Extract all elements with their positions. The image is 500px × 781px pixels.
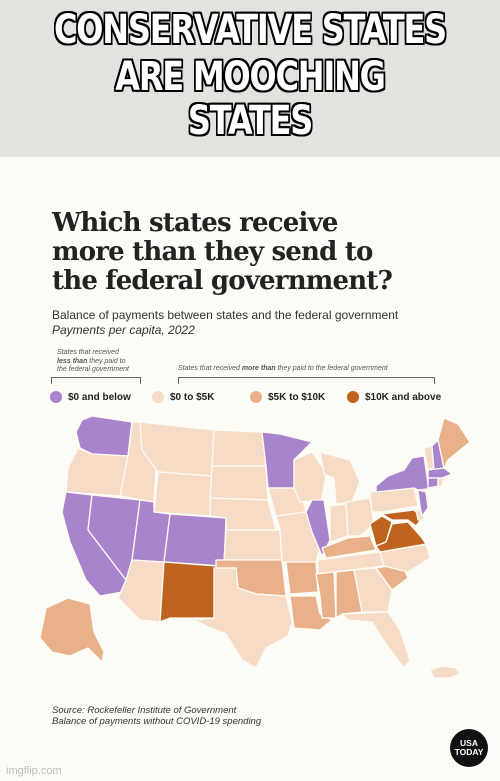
note-more-than: States that received more than they paid… (178, 365, 388, 372)
state-HI (429, 665, 461, 679)
infographic-title: Which states receive more than they send… (52, 209, 472, 296)
state-AK (39, 597, 105, 663)
state-MD (381, 509, 423, 527)
bracket-less (51, 377, 141, 384)
state-WY (153, 471, 213, 517)
state-IN (329, 503, 349, 543)
state-CT (427, 477, 439, 489)
state-ND (211, 429, 267, 467)
state-MA (427, 467, 453, 479)
logo-text: USA (460, 738, 478, 748)
state-KS (223, 529, 283, 561)
legend-label: $5K to $10K (268, 391, 326, 403)
state-FL (341, 611, 411, 669)
source-line-1: Source: Rockefeller Institute of Governm… (52, 705, 237, 716)
legend-item-1: $0 and below (50, 391, 131, 403)
note-less-line: the federal government (57, 366, 129, 373)
note-less-line: States that received (57, 349, 119, 356)
state-AR (285, 561, 319, 595)
logo-text: TODAY (454, 747, 484, 757)
legend-swatch-light (152, 391, 164, 403)
note-less-line: less than they paid to (57, 357, 126, 365)
legend-item-3: $5K to $10K (250, 391, 325, 403)
meme-header: CONSERVATIVE STATES ARE MOOCHING STATES (0, 0, 500, 157)
state-CO (163, 513, 227, 567)
meme-caption-line-1: CONSERVATIVE STATES (53, 7, 447, 53)
meme-caption-line-2: ARE MOOCHING STATES (115, 54, 387, 144)
state-LA (289, 595, 333, 631)
usa-today-logo: USA TODAY (450, 729, 488, 767)
state-MI (319, 451, 361, 505)
state-OH (345, 497, 375, 537)
bracket-more (178, 377, 435, 384)
legend-label: $10K and above (365, 391, 442, 403)
infographic-subtitle-italic: Payments per capita, 2022 (52, 323, 195, 337)
state-MS (315, 571, 337, 619)
source-line-2: Balance of payments without COVID-19 spe… (52, 716, 262, 727)
state-WA (75, 415, 133, 457)
imgflip-watermark: imgflip.com (6, 765, 62, 777)
state-NJ (417, 489, 429, 517)
note-less-than: States that received less than they paid… (57, 349, 129, 375)
state-TX (193, 567, 293, 669)
legend-label: $0 and below (68, 391, 131, 403)
infographic-subtitle: Balance of payments between states and t… (52, 308, 399, 322)
state-OR (65, 447, 129, 497)
state-VA (375, 521, 427, 553)
infographic-card: Which states receive more than they send… (0, 157, 500, 781)
state-KY (321, 535, 377, 559)
us-states-map (39, 415, 470, 679)
state-IL (305, 499, 331, 557)
legend-item-4: $10K and above (347, 391, 441, 403)
state-NM (159, 561, 217, 623)
legend-swatch-dark (347, 391, 359, 403)
legend-item-2: $0 to $5K (152, 391, 214, 403)
legend-swatch-medium (250, 391, 262, 403)
state-ME (437, 417, 470, 469)
state-GA (353, 567, 393, 613)
title-line: more than they send to (52, 237, 373, 267)
legend-swatch-purple (50, 391, 62, 403)
state-RI (437, 477, 445, 487)
legend-label: $0 to $5K (170, 391, 215, 403)
title-line: the federal government? (52, 266, 393, 296)
state-SD (209, 465, 269, 501)
title-line: Which states receive (52, 208, 338, 238)
